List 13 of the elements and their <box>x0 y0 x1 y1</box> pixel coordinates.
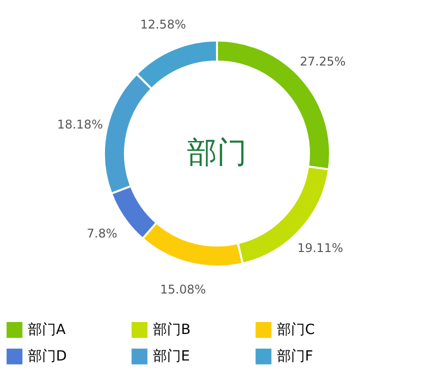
data-label: 19.11% <box>297 241 344 256</box>
legend-label: 部门B <box>153 322 191 338</box>
legend-label: 部门E <box>153 348 190 364</box>
data-label: 7.8% <box>86 226 118 240</box>
text: 部门 <box>187 136 247 170</box>
data-label: 27.25% <box>300 54 346 69</box>
data-label: 12.58% <box>140 17 186 32</box>
data-label: 15.08% <box>160 282 206 296</box>
legend-label: 部门C <box>277 322 315 338</box>
data-label: 18.18% <box>57 117 103 132</box>
legend-label: 部门D <box>28 348 67 364</box>
legend-label: 部门F <box>277 348 314 364</box>
legend-label: 部门A <box>28 322 66 338</box>
